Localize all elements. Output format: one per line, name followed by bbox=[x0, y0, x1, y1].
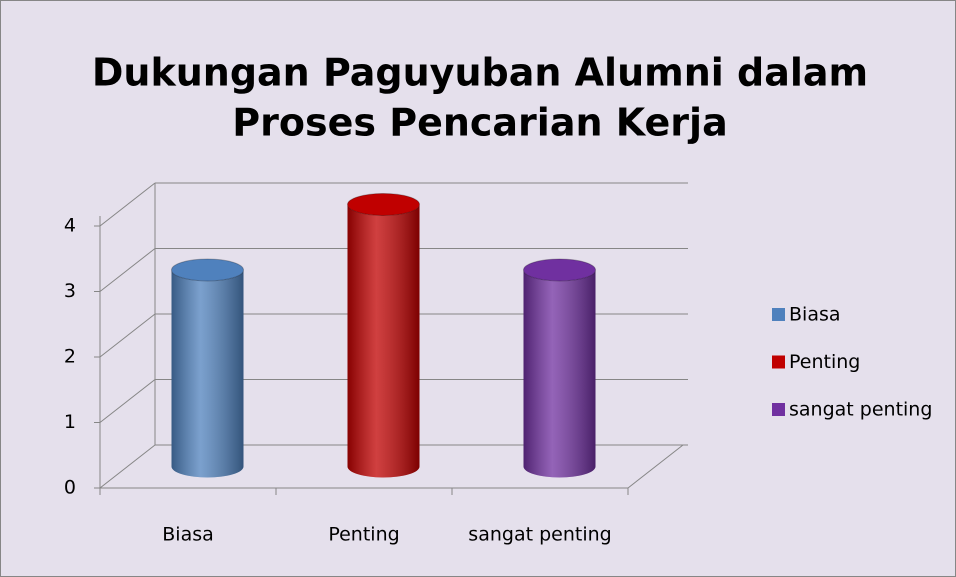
legend-swatch bbox=[772, 355, 785, 369]
x-tick-label: sangat penting bbox=[468, 524, 611, 546]
legend-label: sangat penting bbox=[789, 399, 932, 421]
chart-title: Dukungan Paguyuban Alumni dalam bbox=[92, 51, 868, 95]
bar-top bbox=[347, 193, 420, 216]
grid-line bbox=[99, 248, 156, 292]
bar-top bbox=[523, 258, 596, 282]
bar-shade bbox=[523, 270, 596, 478]
legend-label: Biasa bbox=[789, 304, 841, 326]
grid-line bbox=[99, 444, 156, 489]
axis-line bbox=[627, 444, 684, 489]
x-tick-label: Penting bbox=[328, 524, 399, 546]
legend-label: Penting bbox=[789, 351, 860, 373]
grid-line bbox=[99, 182, 156, 227]
legend-swatch bbox=[772, 308, 785, 321]
y-tick-label: 3 bbox=[64, 280, 76, 302]
y-tick-label: 1 bbox=[64, 411, 76, 433]
x-tick-label: Biasa bbox=[162, 524, 214, 546]
bar-shade bbox=[347, 204, 420, 478]
grid-line bbox=[99, 379, 156, 423]
y-tick-label: 4 bbox=[64, 215, 76, 237]
bar-top bbox=[171, 258, 244, 282]
bar-shade bbox=[171, 270, 244, 478]
y-tick-label: 2 bbox=[64, 346, 76, 368]
chart-title: Proses Pencarian Kerja bbox=[232, 101, 727, 145]
legend-swatch bbox=[772, 403, 785, 416]
y-tick-label: 0 bbox=[64, 477, 76, 499]
grid-line bbox=[99, 313, 156, 358]
